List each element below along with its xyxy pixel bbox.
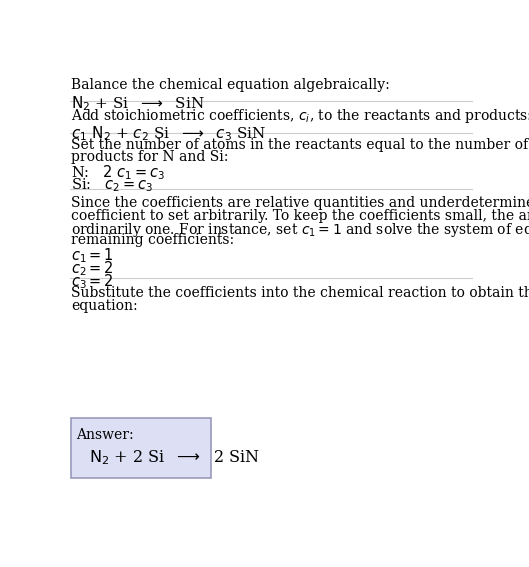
FancyBboxPatch shape <box>71 418 211 479</box>
Text: remaining coefficients:: remaining coefficients: <box>71 233 234 247</box>
Text: ordinarily one. For instance, set $c_1 = 1$ and solve the system of equations fo: ordinarily one. For instance, set $c_1 =… <box>71 221 529 239</box>
Text: $c_1 = 1$: $c_1 = 1$ <box>71 246 114 265</box>
Text: Set the number of atoms in the reactants equal to the number of atoms in the: Set the number of atoms in the reactants… <box>71 138 529 152</box>
Text: equation:: equation: <box>71 299 138 312</box>
Text: Add stoichiometric coefficients, $c_i$, to the reactants and products:: Add stoichiometric coefficients, $c_i$, … <box>71 107 529 125</box>
Text: $c_1\ \mathrm{N_2}$ + $c_2$ Si  $\longrightarrow$  $c_3$ SiN: $c_1\ \mathrm{N_2}$ + $c_2$ Si $\longrig… <box>71 124 267 143</box>
Text: products for N and Si:: products for N and Si: <box>71 150 229 164</box>
Text: Balance the chemical equation algebraically:: Balance the chemical equation algebraica… <box>71 78 390 92</box>
Text: N:   $2\ c_1 = c_3$: N: $2\ c_1 = c_3$ <box>71 163 166 182</box>
Text: Answer:: Answer: <box>76 428 134 442</box>
Text: $\mathrm{N_2}$ + 2 Si  $\longrightarrow$  2 SiN: $\mathrm{N_2}$ + 2 Si $\longrightarrow$ … <box>89 448 260 467</box>
Text: coefficient to set arbitrarily. To keep the coefficients small, the arbitrary va: coefficient to set arbitrarily. To keep … <box>71 209 529 223</box>
Text: Since the coefficients are relative quantities and underdetermined, choose a: Since the coefficients are relative quan… <box>71 196 529 210</box>
Text: $\mathrm{N_2}$ + Si  $\longrightarrow$  SiN: $\mathrm{N_2}$ + Si $\longrightarrow$ Si… <box>71 94 205 113</box>
Text: Substitute the coefficients into the chemical reaction to obtain the balanced: Substitute the coefficients into the che… <box>71 286 529 301</box>
Text: $c_2 = 2$: $c_2 = 2$ <box>71 259 114 278</box>
Text: Si:   $c_2 = c_3$: Si: $c_2 = c_3$ <box>71 176 153 194</box>
Text: $c_3 = 2$: $c_3 = 2$ <box>71 272 114 291</box>
